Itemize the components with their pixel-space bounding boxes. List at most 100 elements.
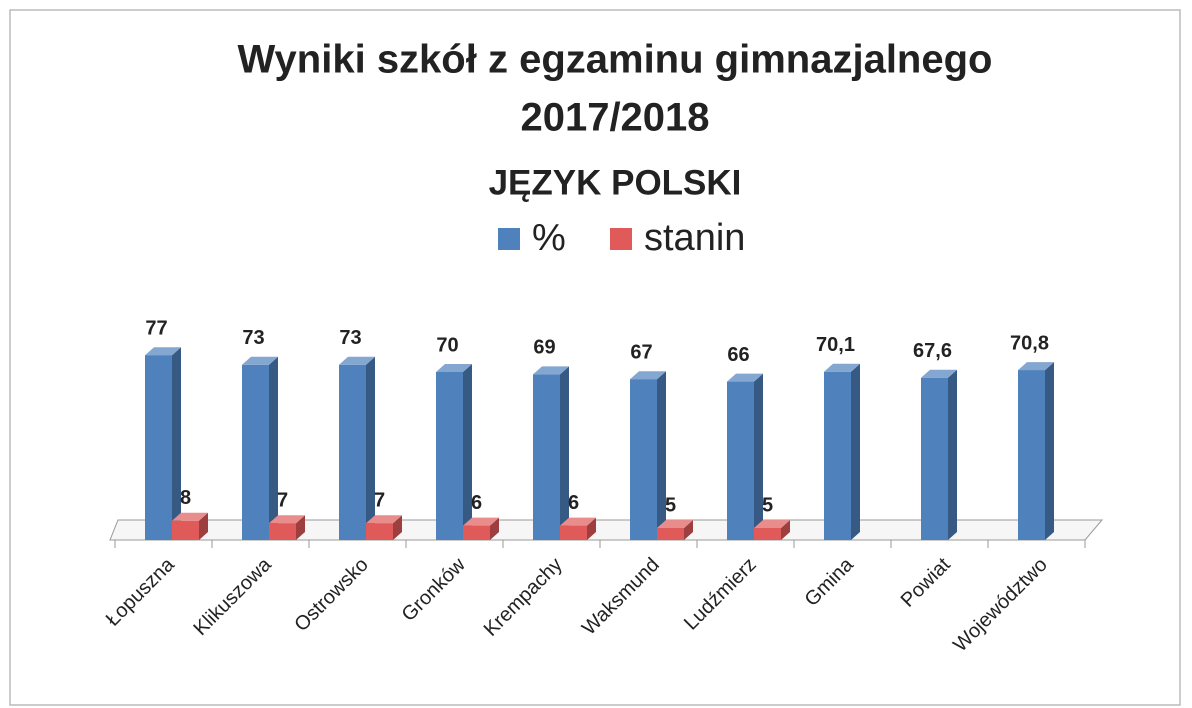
legend-label: stanin bbox=[644, 217, 745, 259]
chart-title: 2017/2018 bbox=[520, 96, 709, 140]
data-label: 66 bbox=[727, 344, 749, 366]
bar-side bbox=[490, 517, 499, 540]
bar-side bbox=[366, 356, 375, 540]
bar-front bbox=[921, 377, 948, 540]
bar-front bbox=[657, 528, 684, 540]
bar bbox=[533, 366, 569, 540]
legend-swatch bbox=[610, 228, 632, 250]
bar-top bbox=[242, 356, 278, 365]
x-tick-label: Waksmund bbox=[578, 554, 664, 640]
bar bbox=[339, 356, 375, 540]
x-tick-label: Ludźmierz bbox=[680, 554, 761, 635]
bar-front bbox=[463, 525, 490, 540]
bar-top bbox=[560, 517, 596, 526]
legend-label: % bbox=[532, 217, 566, 259]
bar-front bbox=[754, 528, 781, 540]
bar-front bbox=[436, 372, 463, 540]
data-label: 5 bbox=[665, 494, 676, 516]
chart-title: Wyniki szkół z egzaminu gimnazjalnego bbox=[238, 38, 993, 82]
bar-side bbox=[684, 520, 693, 540]
bar bbox=[754, 520, 790, 540]
bar-side bbox=[948, 369, 957, 540]
bar-top bbox=[339, 356, 375, 365]
bar-top bbox=[533, 366, 569, 375]
bar-front bbox=[560, 525, 587, 540]
bar-top bbox=[269, 515, 305, 524]
data-label: 70,8 bbox=[1010, 332, 1049, 354]
bar-front bbox=[269, 523, 296, 540]
bar-side bbox=[1045, 362, 1054, 540]
bar-side bbox=[172, 347, 181, 540]
data-label: 6 bbox=[471, 492, 482, 514]
bar-front bbox=[1018, 370, 1045, 540]
bar-top bbox=[657, 520, 693, 528]
bar-front bbox=[824, 371, 851, 540]
bar-front bbox=[339, 364, 366, 540]
x-tick-label: Łopuszna bbox=[102, 553, 180, 631]
data-label: 69 bbox=[533, 337, 555, 359]
bar-top bbox=[1018, 362, 1054, 371]
bar-top bbox=[921, 369, 957, 378]
x-tick-label: Ostrowsko bbox=[290, 554, 372, 636]
data-label: 8 bbox=[180, 487, 191, 509]
bar bbox=[921, 369, 957, 540]
chart-frame bbox=[9, 9, 1181, 706]
data-label: 67,6 bbox=[913, 340, 952, 362]
bar bbox=[269, 515, 305, 540]
bar bbox=[366, 515, 402, 540]
bar-top bbox=[463, 517, 499, 526]
data-label: 73 bbox=[242, 327, 264, 349]
bar-side bbox=[269, 356, 278, 540]
x-tick-label: Klikuszowa bbox=[189, 553, 276, 640]
data-label: 7 bbox=[277, 489, 288, 511]
x-tick-label: Gronków bbox=[398, 553, 471, 626]
bar bbox=[630, 371, 666, 540]
x-tick-label: Gmina bbox=[801, 553, 859, 611]
bar-side bbox=[754, 373, 763, 540]
bar-side bbox=[560, 366, 569, 540]
data-label: 73 bbox=[339, 327, 361, 349]
data-label: 5 bbox=[762, 494, 773, 516]
bar-top bbox=[727, 373, 763, 382]
chart-title: JĘZYK POLSKI bbox=[489, 163, 742, 202]
data-label: 70,1 bbox=[816, 334, 855, 356]
bar-side bbox=[851, 363, 860, 540]
bar-front bbox=[630, 379, 657, 540]
bar-front bbox=[366, 523, 393, 540]
bar-side bbox=[781, 520, 790, 540]
bar bbox=[560, 517, 596, 540]
bar bbox=[1018, 362, 1054, 540]
x-tick-label: Województwo bbox=[949, 554, 1052, 657]
bar-side bbox=[199, 512, 208, 540]
bar-top bbox=[366, 515, 402, 524]
bar bbox=[463, 517, 499, 540]
bar-top bbox=[145, 347, 181, 356]
bar bbox=[657, 520, 693, 540]
data-label: 7 bbox=[374, 489, 385, 511]
bar-side bbox=[393, 515, 402, 540]
bar bbox=[172, 512, 208, 540]
data-label: 70 bbox=[436, 334, 458, 356]
bar-side bbox=[463, 364, 472, 540]
bar-front bbox=[533, 374, 560, 540]
bar bbox=[824, 363, 860, 540]
bar-front bbox=[242, 364, 269, 540]
bar-top bbox=[172, 512, 208, 521]
bar bbox=[436, 364, 472, 540]
bar-top bbox=[824, 363, 860, 372]
bar bbox=[145, 347, 181, 540]
legend-swatch bbox=[498, 228, 520, 250]
bar-top bbox=[436, 364, 472, 372]
data-label: 6 bbox=[568, 492, 579, 514]
bar-side bbox=[296, 515, 305, 540]
bar-front bbox=[145, 355, 172, 540]
bar-front bbox=[172, 520, 199, 540]
bar-side bbox=[657, 371, 666, 540]
x-tick-label: Powiat bbox=[897, 553, 955, 611]
bar-side bbox=[587, 517, 596, 540]
bar bbox=[727, 373, 763, 540]
data-label: 67 bbox=[630, 341, 652, 363]
bar bbox=[242, 356, 278, 540]
bar-top bbox=[630, 371, 666, 380]
